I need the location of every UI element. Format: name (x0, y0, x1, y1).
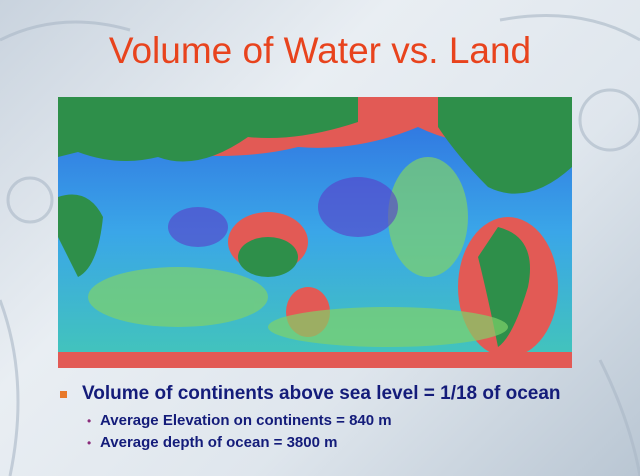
sub-bullet-text: Average Elevation on continents = 840 m (100, 412, 392, 429)
world-map-image (58, 97, 572, 368)
sub-bullet-marker: • (87, 414, 92, 428)
slide-title: Volume of Water vs. Land (108, 30, 532, 71)
sub-bullet-marker: • (87, 436, 92, 450)
bullet-marker (60, 391, 67, 398)
bullet-text: Volume of continents above sea level = 1… (82, 383, 561, 404)
sub-bullet-text: Average depth of ocean = 3800 m (100, 434, 338, 451)
